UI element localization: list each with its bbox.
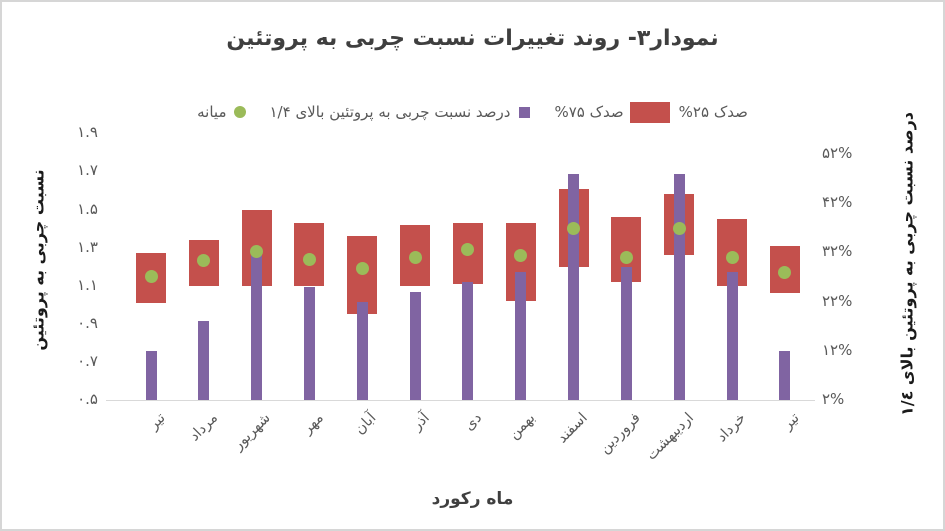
x-axis-tick-label: شهریور	[230, 410, 274, 454]
x-axis-tick-label: بهمن	[505, 410, 539, 443]
median-dot	[778, 265, 792, 279]
median-dot	[672, 222, 686, 236]
median-dot	[355, 262, 369, 276]
pct-above-bar	[726, 272, 738, 400]
left-axis-tick-label: ۱.۷	[77, 161, 98, 180]
pct-above-bar	[251, 252, 263, 400]
legend: میانه درصد نسبت چربی به پروتئین بالای ۱/…	[2, 98, 943, 126]
legend-item-p75: صدک ۷۵%	[554, 101, 670, 123]
pct-square-icon	[519, 106, 531, 118]
left-axis-tick-label: ۰.۹	[77, 313, 98, 332]
right-axis-tick-label: ۱۲%	[822, 340, 853, 359]
left-axis-tick-label: ۱.۹	[77, 123, 98, 142]
left-axis-tick-label: ۱.۱	[77, 275, 98, 294]
left-axis-tick-label: ۱.۵	[77, 199, 98, 218]
pct-above-bar	[779, 350, 791, 400]
median-dot	[461, 243, 475, 256]
x-axis-tick-label: تیر	[145, 410, 169, 433]
median-dot	[302, 252, 316, 266]
x-axis-tick-label: دی	[461, 410, 486, 434]
chart-title: نمودار۳- روند تغییرات نسبت چربی به پروتئ…	[226, 26, 719, 51]
pct-above-bar	[145, 350, 157, 400]
median-dot	[567, 222, 581, 236]
median-dot	[514, 248, 528, 262]
x-axis-line	[106, 400, 815, 401]
x-axis-tick-label: خرداد	[714, 410, 750, 446]
pct-above-bar	[356, 301, 368, 400]
legend-label-pct-above: درصد نسبت چربی به پروتئین بالای ۱/۴	[269, 103, 511, 121]
median-dot	[144, 269, 158, 283]
x-axis-tick-label: تیر	[779, 410, 803, 433]
pct-above-bar	[515, 272, 527, 400]
x-axis-tick-label: مرداد	[186, 410, 222, 445]
median-dot	[250, 244, 264, 258]
percentile-box-icon	[629, 101, 670, 123]
pct-above-bar	[568, 173, 580, 400]
legend-item-median: میانه	[197, 103, 246, 121]
percentile-box-bar	[347, 236, 378, 315]
right-axis-tick-label: ۴۲%	[822, 193, 853, 212]
x-axis-tick-label: فروردین	[596, 410, 644, 458]
pct-above-bar	[303, 286, 315, 400]
right-axis-tick-label: ۲۲%	[822, 291, 853, 310]
x-axis-tick-label: اردیبهشت	[643, 410, 697, 464]
right-axis-tick-label: ۵۲%	[822, 144, 853, 162]
left-axis-tick-label: ۰.۷	[77, 351, 98, 370]
pct-above-bar	[462, 281, 474, 400]
right-axis-tick-label: ۲%	[822, 390, 845, 408]
median-dot	[619, 250, 633, 264]
left-axis-tick-label: ۱.۳	[77, 237, 98, 256]
median-dot	[197, 254, 211, 268]
left-axis-tick-label: ۰.۵	[77, 390, 98, 408]
legend-item-p25: صدک ۲۵%	[679, 103, 748, 121]
legend-label-p25: صدک ۲۵%	[678, 103, 748, 121]
x-axis-tick-label: مهر	[299, 410, 327, 438]
x-axis-tick-label: آبان	[351, 410, 380, 438]
legend-item-pct-above: درصد نسبت چربی به پروتئین بالای ۱/۴	[270, 103, 531, 121]
pct-above-bar	[198, 321, 210, 400]
x-axis-tick-label: اسفند	[554, 410, 591, 447]
x-axis-tick-label: آذر	[408, 410, 433, 434]
pct-above-bar	[620, 267, 632, 400]
median-dot	[725, 250, 739, 264]
legend-label-median: میانه	[197, 103, 227, 121]
pct-above-bar	[409, 291, 421, 400]
median-circle-icon	[233, 106, 246, 118]
median-dot	[408, 250, 422, 264]
right-axis-tick-label: ۳۲%	[822, 242, 853, 261]
pct-above-bar	[673, 173, 685, 400]
legend-label-p75: صدک ۷۵%	[554, 103, 624, 121]
x-axis-title: ماه رکورد	[431, 489, 514, 509]
